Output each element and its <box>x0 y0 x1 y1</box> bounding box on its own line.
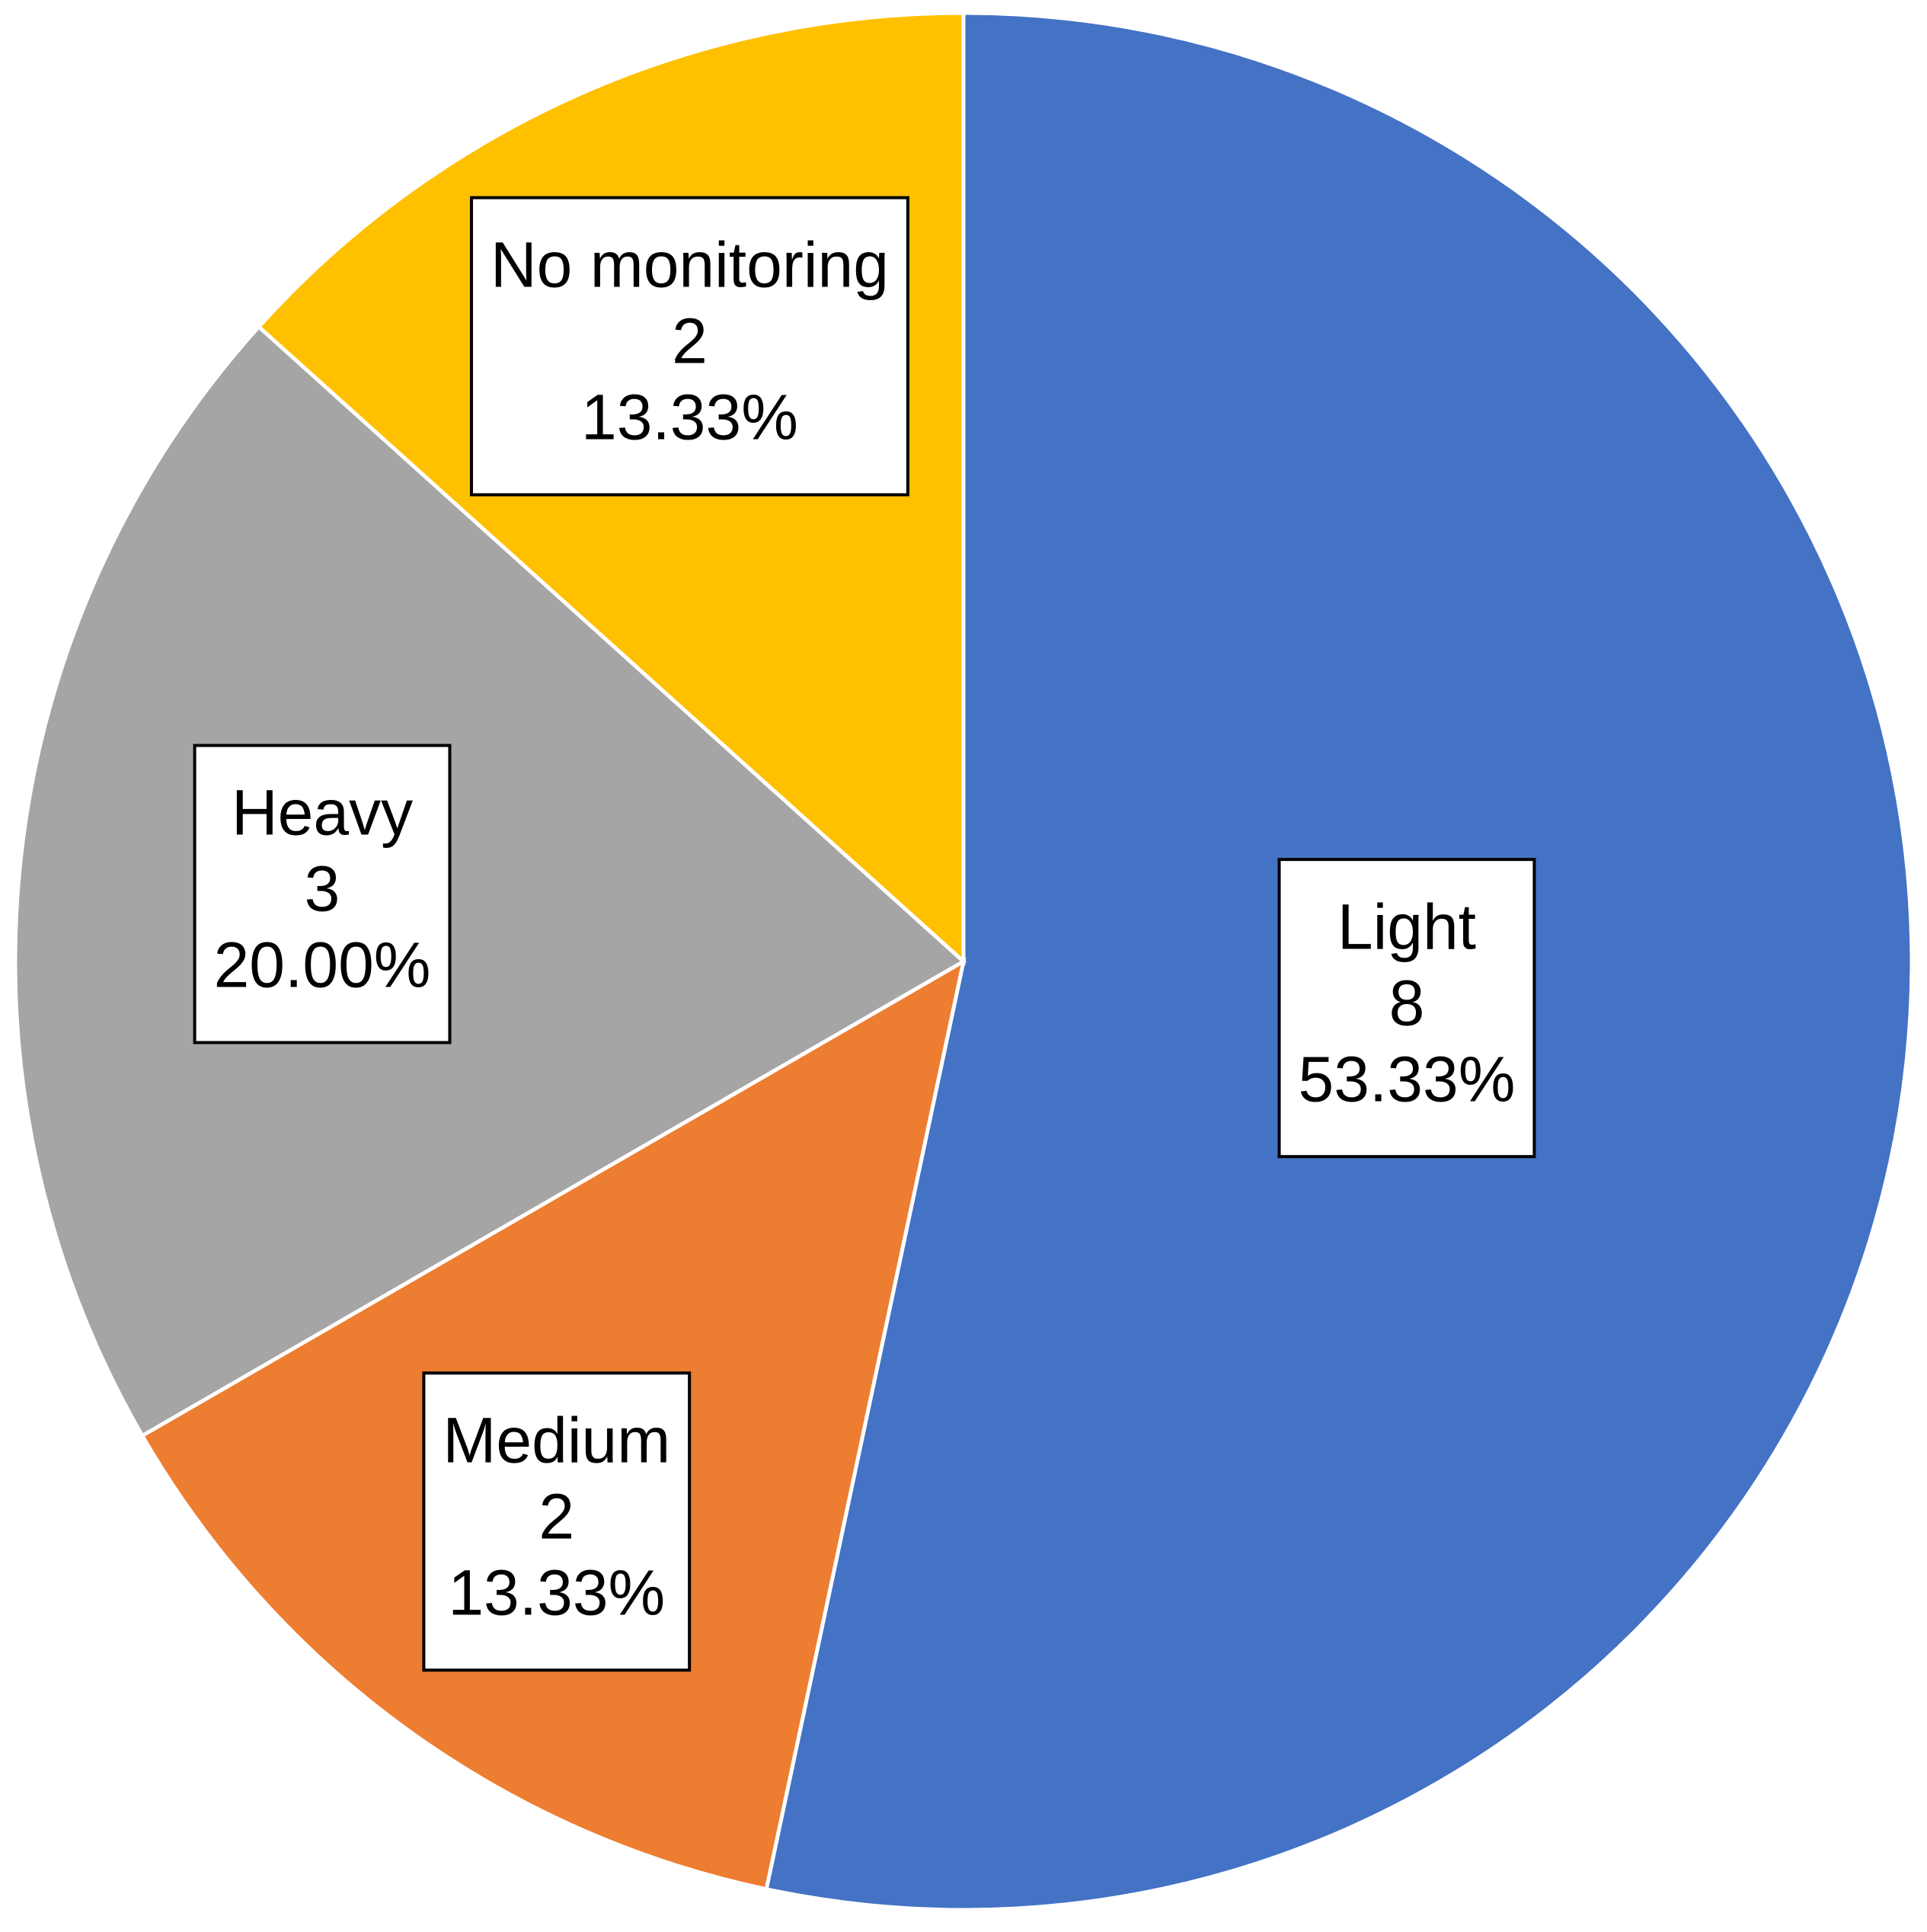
data-label-category: Light <box>1337 891 1476 962</box>
data-label-percentage: 13.33% <box>448 1556 665 1628</box>
data-label-percentage: 13.33% <box>581 382 798 453</box>
data-label-box <box>1277 858 1536 1159</box>
pie-slice <box>13 324 967 1438</box>
data-label-percentage: 20.00% <box>214 929 431 1001</box>
data-label-category: Medium <box>443 1404 670 1476</box>
data-label-percentage: 53.33% <box>1298 1043 1515 1115</box>
data-label-category: No monitoring <box>491 229 889 301</box>
data-label-value: 2 <box>672 305 708 377</box>
data-label-value: 8 <box>1389 967 1425 1038</box>
data-label-box <box>422 1371 692 1672</box>
data-label-box <box>470 196 909 497</box>
data-label-category: Heavy <box>232 777 413 849</box>
data-label-value: 2 <box>538 1480 574 1552</box>
data-label-value: 3 <box>305 853 340 925</box>
data-label-box <box>193 744 452 1044</box>
